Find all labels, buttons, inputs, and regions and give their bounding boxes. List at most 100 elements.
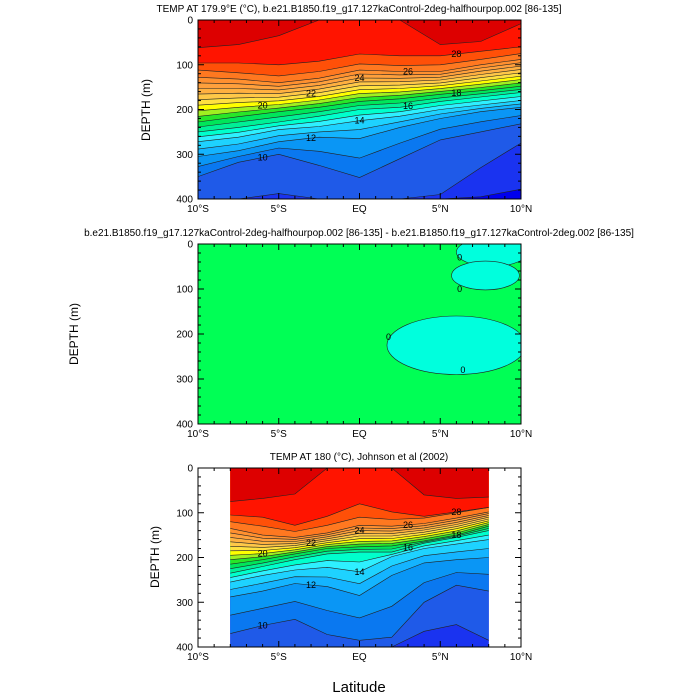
contour-label: 26 (403, 66, 413, 76)
contour-line-24 (230, 515, 489, 542)
diff-region (386, 315, 521, 375)
contour-label: 24 (354, 526, 364, 536)
contour-label: 18 (451, 88, 461, 98)
x-tick-label: EQ (352, 652, 367, 663)
contour-label: 12 (306, 580, 316, 590)
contour-line-11 (230, 572, 489, 619)
x-tick-label: 5°S (271, 204, 288, 215)
contour-line-28 (230, 503, 489, 526)
panel1-y-axis-label: DEPTH (m) (139, 79, 153, 141)
contour-label: 26 (403, 520, 413, 530)
x-tick-label: 5°N (432, 204, 449, 215)
contour-line-27 (230, 507, 489, 532)
x-tick-label: 5°N (432, 429, 449, 440)
contour-label: 18 (451, 530, 461, 540)
x-tick-label: EQ (352, 429, 367, 440)
contour-label: 0 (386, 332, 391, 342)
contour-line-13 (230, 548, 489, 590)
contour-label: 10 (258, 152, 268, 162)
contour-line-13 (197, 103, 522, 150)
contour-line-21 (197, 75, 522, 106)
diff-regions (386, 244, 521, 375)
x-tick-label: 5°N (432, 652, 449, 663)
x-tick-label: 10°S (187, 429, 209, 440)
contour-label: 16 (403, 543, 413, 553)
x-tick-label: 10°S (187, 652, 209, 663)
contour-label: 14 (354, 567, 364, 577)
x-tick-label: 5°S (271, 429, 288, 440)
contour-label: 22 (306, 89, 316, 99)
contour-label: 28 (451, 507, 461, 517)
x-axis-label: Latitude (332, 679, 385, 696)
contour-line-28 (198, 46, 522, 66)
contour-line-10 (197, 123, 522, 178)
y-tick-label: 0 (187, 240, 193, 251)
panel2-y-axis-label: DEPTH (m) (67, 303, 81, 365)
contour-line-23 (230, 516, 489, 545)
contour-label: 0 (460, 365, 465, 375)
y-tick-label: 300 (176, 150, 193, 161)
contour-label: 20 (258, 549, 268, 559)
contour-label: 14 (354, 116, 364, 126)
panel2-plot: 0 0 0 0 10°S 5°S EQ 5°N 10°N 0 100 200 300 400 (176, 240, 532, 441)
contour-line-25 (197, 62, 522, 87)
panel3-y-axis-label: DEPTH (m) (148, 526, 162, 588)
contour-line-22 (197, 72, 522, 100)
x-tick-label: 10°S (187, 204, 209, 215)
contour-line-15 (197, 96, 522, 138)
contour-label: 20 (258, 101, 268, 111)
contour-label: 22 (306, 538, 316, 548)
contour-line-19 (197, 82, 522, 117)
x-tick-label: 10°N (510, 429, 532, 440)
x-tick-label: 5°S (271, 652, 288, 663)
diff-region (451, 260, 520, 291)
contour-line-18 (197, 85, 522, 123)
y-tick-label: 200 (176, 553, 193, 564)
y-tick-label: 400 (176, 643, 193, 654)
contour-label: 16 (403, 101, 413, 111)
contour-line-26 (230, 511, 489, 538)
y-tick-label: 200 (176, 330, 193, 341)
y-tick-label: 100 (176, 285, 193, 296)
y-tick-label: 300 (176, 598, 193, 609)
y-tick-label: 400 (176, 420, 193, 431)
panel2-title: b.e21.B1850.f19_g17.127kaControl-2deg-ha… (84, 228, 634, 239)
panel1-plot: 10 12 14 16 18 20 22 24 26 28 10°S 5°S EQ 5°N 10°N 0 100… (176, 16, 532, 216)
contour-line-21 (230, 520, 489, 552)
contour-line-19 (230, 524, 489, 560)
y-tick-label: 200 (176, 105, 193, 116)
contour-band-29 (198, 20, 521, 48)
contour-line-14 (197, 100, 522, 142)
contour-line-17 (197, 89, 522, 128)
y-tick-label: 100 (176, 60, 193, 71)
contour-line-16 (230, 530, 489, 574)
contour-line-20 (197, 79, 522, 112)
y-tick-label: 0 (187, 464, 193, 475)
contour-line-16 (197, 92, 522, 133)
contour-label: 10 (258, 621, 268, 631)
contour-line-12 (230, 557, 489, 598)
contour-line-12 (197, 107, 522, 157)
x-tick-label: EQ (352, 204, 367, 215)
contour-label: 0 (457, 284, 462, 294)
contour-line-25 (230, 513, 489, 540)
contour-line-10 (230, 584, 489, 641)
contour-label: 24 (354, 73, 364, 83)
contour-label: 28 (451, 49, 461, 59)
panel1-title: TEMP AT 179.9°E (°C), b.e21.B1850.f19_g1… (157, 4, 562, 15)
contour-band-29 (230, 468, 489, 502)
contour-label: 12 (306, 133, 316, 143)
panel3-title: TEMP AT 180 (°C), Johnson et al (2002) (270, 452, 449, 463)
y-tick-label: 0 (187, 16, 193, 27)
contour-line-14 (230, 539, 489, 583)
contour-line-17 (230, 528, 489, 569)
contour-line-22 (230, 518, 489, 548)
contour-line-27 (197, 53, 522, 77)
x-tick-label: 10°N (510, 652, 532, 663)
contour-line-20 (230, 522, 489, 556)
x-tick-label: 10°N (510, 204, 532, 215)
y-tick-label: 300 (176, 375, 193, 386)
y-tick-label: 100 (176, 508, 193, 519)
panel3-plot: 10 12 14 16 18 20 22 24 26 28 10°S 5°S EQ 5°N 10°N 0 100… (176, 464, 532, 664)
contour-label: 0 (457, 253, 462, 263)
